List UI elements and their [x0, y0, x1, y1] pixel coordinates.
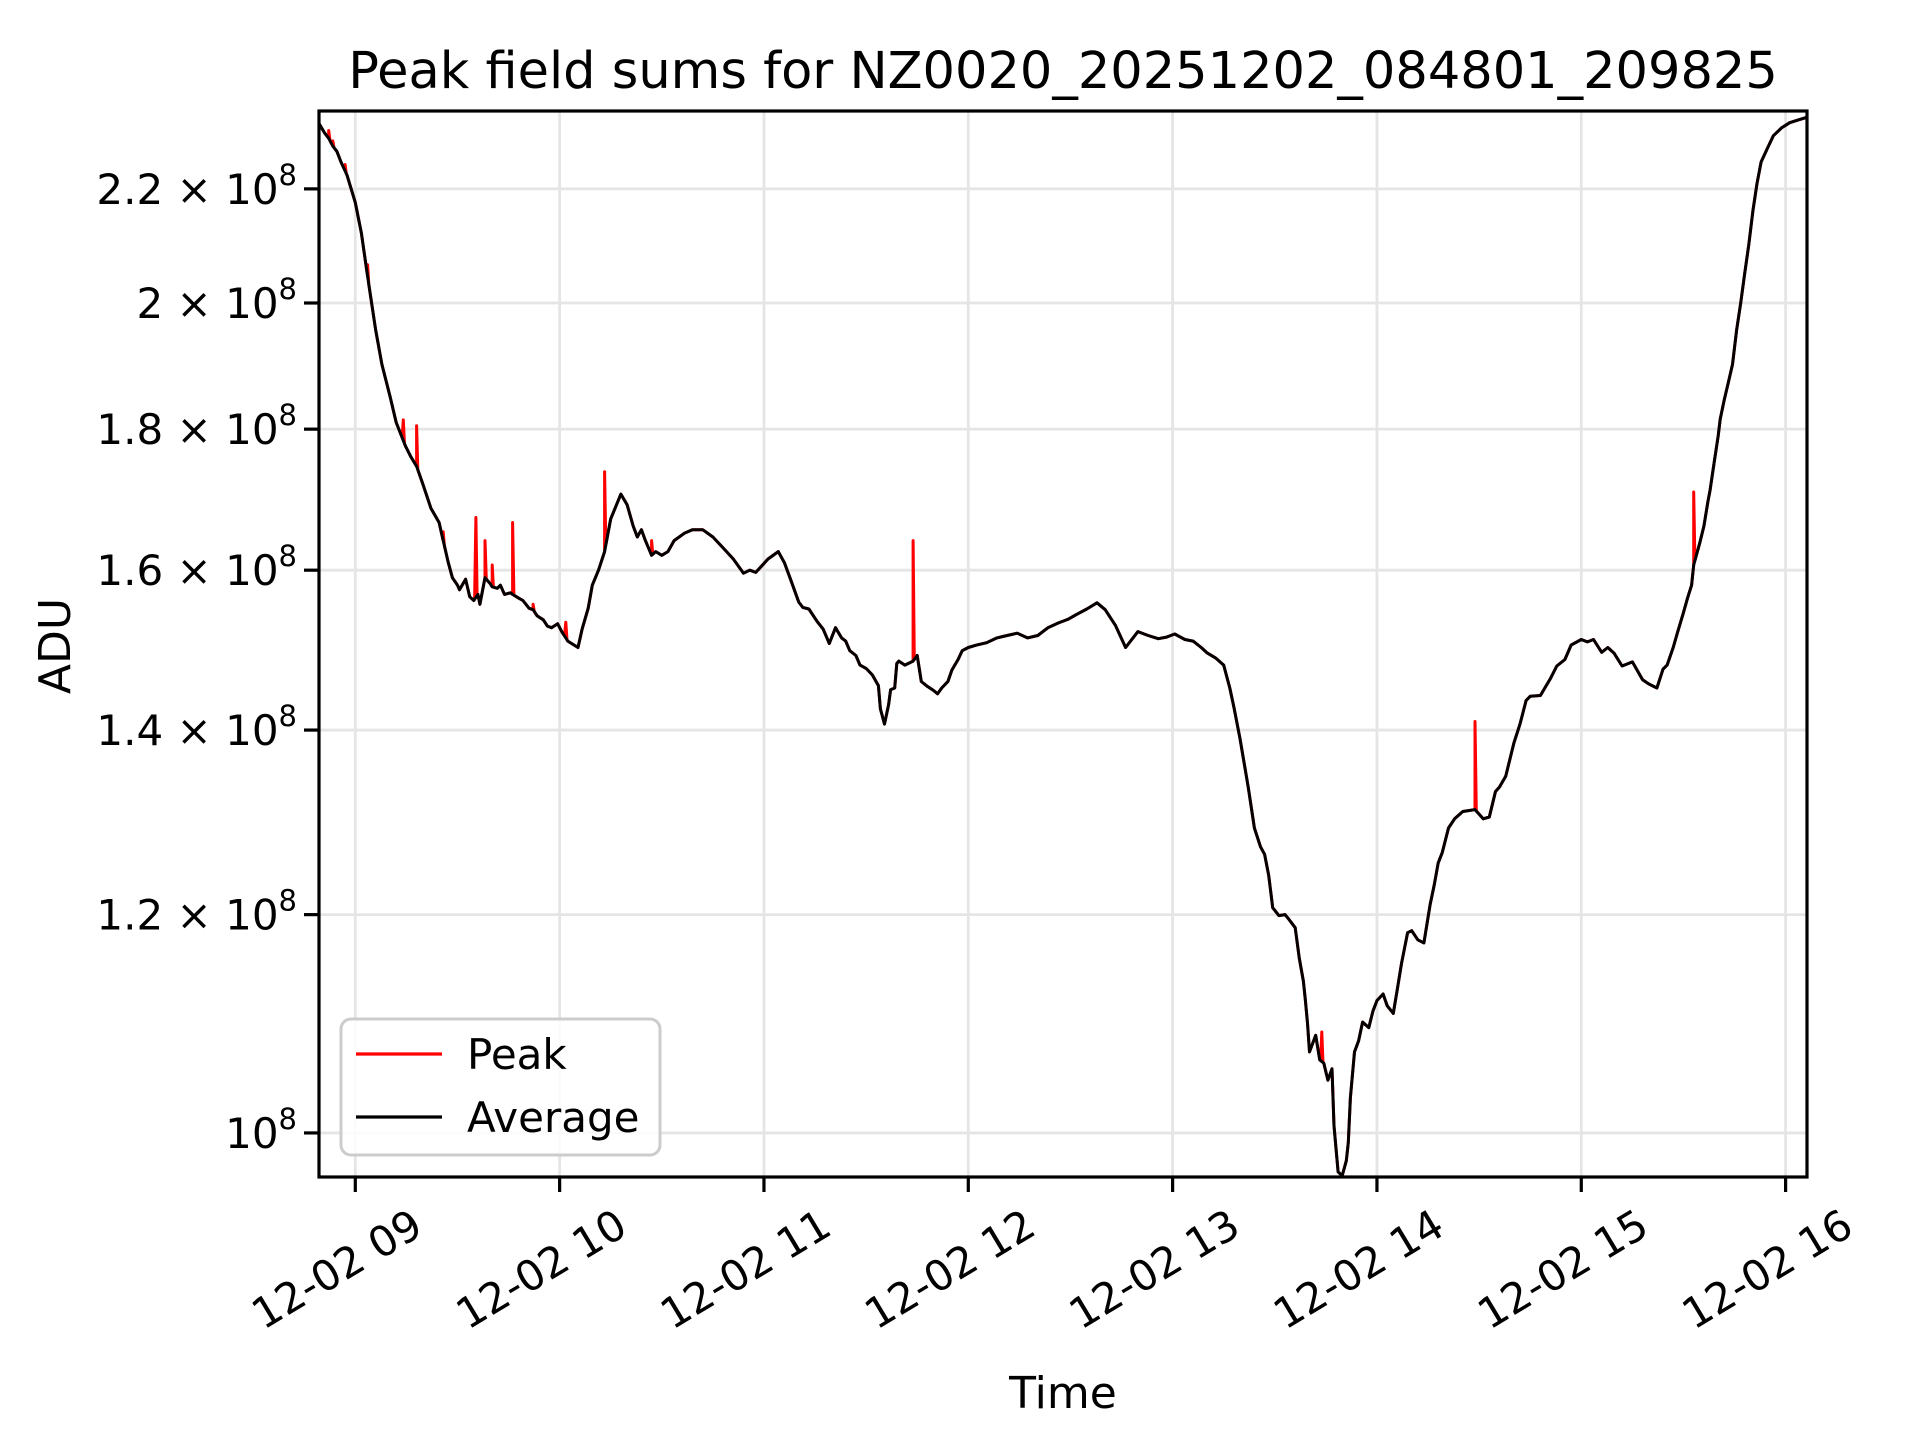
chart-title: Peak field sums for NZ0020_20251202_0848… — [348, 42, 1778, 101]
y-tick-label: 1.2 × 108 — [96, 884, 297, 940]
x-tick-label: 12-02 12 — [856, 1200, 1043, 1339]
legend: Peak Average — [339, 1017, 662, 1157]
grid — [319, 111, 1807, 1177]
y-tick-label: 108 — [225, 1102, 297, 1158]
y-axis-ticks: 2.2 × 108 2 × 108 1.8 × 108 1.6 × 108 1.4 × … — [96, 158, 319, 1158]
y-tick-label: 1.6 × 108 — [96, 539, 297, 595]
plot-border — [317, 109, 1809, 1179]
x-axis-label: Time — [1008, 1368, 1117, 1419]
x-tick-label: 12-02 13 — [1061, 1200, 1248, 1339]
x-axis-ticks: 12-02 09 12-02 10 12-02 11 12-02 12 12-02 13… — [243, 1177, 1861, 1339]
x-tick-label: 12-02 15 — [1469, 1200, 1656, 1339]
x-tick-label: 12-02 10 — [448, 1200, 635, 1339]
y-tick-label: 2.2 × 108 — [96, 158, 297, 214]
x-tick-label: 12-02 11 — [652, 1200, 839, 1339]
y-axis-label: ADU — [30, 598, 81, 694]
x-tick-label: 12-02 09 — [243, 1200, 430, 1339]
y-tick-label: 1.4 × 108 — [96, 699, 297, 755]
average-series-line — [319, 116, 1807, 1177]
x-tick-label: 12-02 14 — [1265, 1200, 1452, 1339]
series-layer — [319, 116, 1807, 1177]
peak-series-line — [319, 116, 1807, 1177]
y-tick-label: 2 × 108 — [136, 272, 297, 328]
y-tick-label: 1.8 × 108 — [96, 398, 297, 454]
x-tick-label: 12-02 16 — [1674, 1200, 1861, 1339]
legend-average-label: Average — [467, 1093, 639, 1142]
legend-peak-label: Peak — [467, 1030, 567, 1079]
